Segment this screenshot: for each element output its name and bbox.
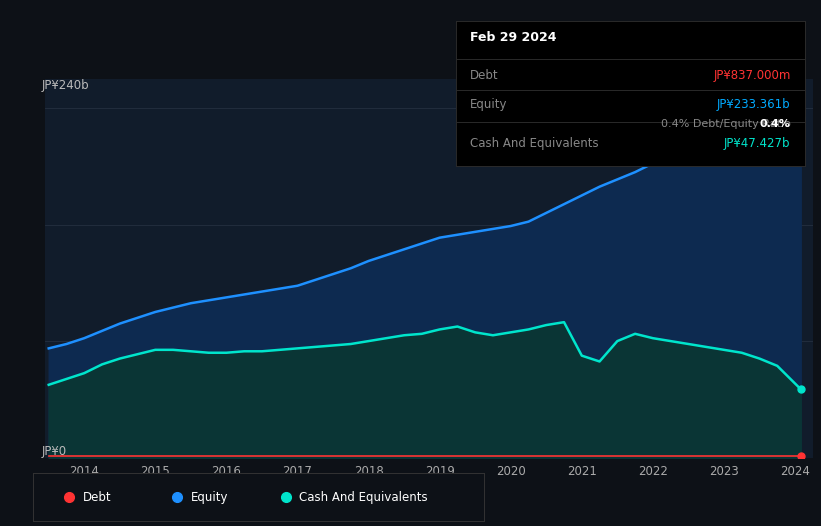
Text: 0.4% Debt/Equity Ratio: 0.4% Debt/Equity Ratio [661, 119, 791, 129]
Text: Feb 29 2024: Feb 29 2024 [470, 31, 556, 44]
Text: JP¥0: JP¥0 [41, 444, 67, 458]
Text: Debt: Debt [470, 69, 498, 82]
Text: Debt: Debt [83, 491, 111, 503]
Text: Cash And Equivalents: Cash And Equivalents [300, 491, 428, 503]
Text: JP¥233.361b: JP¥233.361b [717, 98, 791, 112]
Text: Equity: Equity [191, 491, 228, 503]
Text: JP¥837.000m: JP¥837.000m [713, 69, 791, 82]
Text: JP¥240b: JP¥240b [41, 79, 89, 92]
Text: 0.4%: 0.4% [759, 119, 791, 129]
Text: JP¥47.427b: JP¥47.427b [724, 137, 791, 150]
Text: Cash And Equivalents: Cash And Equivalents [470, 137, 599, 150]
Text: Equity: Equity [470, 98, 507, 112]
